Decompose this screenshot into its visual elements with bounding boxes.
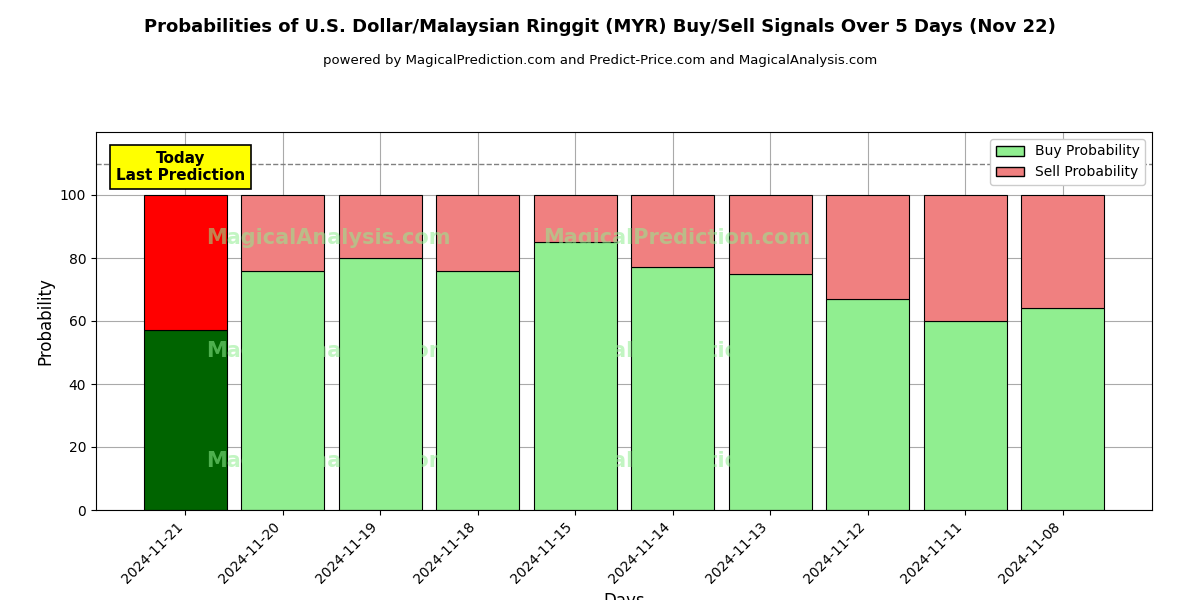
Bar: [1021, 195, 1104, 308]
Bar: [827, 195, 910, 299]
Bar: [631, 268, 714, 510]
Bar: [924, 321, 1007, 510]
Bar: [241, 271, 324, 510]
Bar: [728, 274, 811, 510]
Bar: [534, 195, 617, 242]
Text: Today
Last Prediction: Today Last Prediction: [116, 151, 245, 184]
Bar: [338, 195, 421, 258]
Bar: [1021, 308, 1104, 510]
Bar: [728, 195, 811, 274]
Bar: [924, 195, 1007, 321]
Text: MagicalPrediction.com: MagicalPrediction.com: [544, 451, 810, 471]
Bar: [144, 195, 227, 331]
Text: MagicalAnalysis.com: MagicalAnalysis.com: [206, 341, 450, 361]
Bar: [631, 195, 714, 268]
X-axis label: Days: Days: [604, 592, 644, 600]
Text: MagicalPrediction.com: MagicalPrediction.com: [544, 228, 810, 248]
Bar: [534, 242, 617, 510]
Text: MagicalAnalysis.com: MagicalAnalysis.com: [206, 228, 450, 248]
Text: MagicalPrediction.com: MagicalPrediction.com: [544, 341, 810, 361]
Bar: [241, 195, 324, 271]
Y-axis label: Probability: Probability: [36, 277, 54, 365]
Text: Probabilities of U.S. Dollar/Malaysian Ringgit (MYR) Buy/Sell Signals Over 5 Day: Probabilities of U.S. Dollar/Malaysian R…: [144, 18, 1056, 36]
Legend: Buy Probability, Sell Probability: Buy Probability, Sell Probability: [990, 139, 1145, 185]
Bar: [144, 331, 227, 510]
Bar: [437, 271, 520, 510]
Bar: [827, 299, 910, 510]
Bar: [338, 258, 421, 510]
Text: powered by MagicalPrediction.com and Predict-Price.com and MagicalAnalysis.com: powered by MagicalPrediction.com and Pre…: [323, 54, 877, 67]
Text: MagicalAnalysis.com: MagicalAnalysis.com: [206, 451, 450, 471]
Bar: [437, 195, 520, 271]
